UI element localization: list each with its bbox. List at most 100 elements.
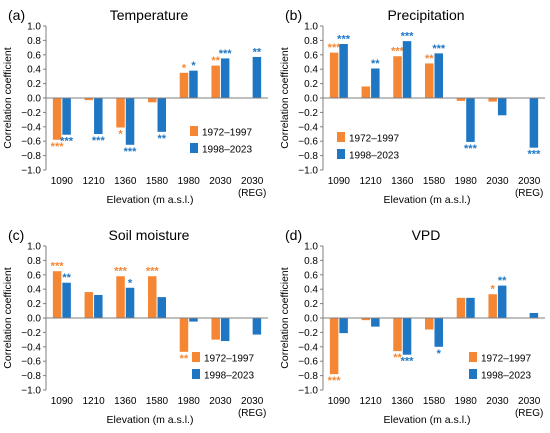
significance-label: *** xyxy=(401,31,415,43)
legend-swatch xyxy=(469,352,477,362)
y-tick-label: 0.0 xyxy=(27,94,41,105)
x-tick-label: 2030 xyxy=(518,176,541,187)
legend-swatch xyxy=(337,132,345,142)
bar xyxy=(148,276,157,318)
x-tick-label: 1210 xyxy=(359,396,382,407)
x-tick-label: 1090 xyxy=(51,176,74,187)
y-tick-label: 0.8 xyxy=(304,36,318,47)
x-tick-label: 1090 xyxy=(328,176,351,187)
bar xyxy=(94,294,103,318)
y-tick-label: 0.2 xyxy=(27,79,41,90)
y-tick-label: 0.0 xyxy=(27,314,41,325)
bar xyxy=(361,86,371,98)
significance-label: ** xyxy=(62,272,71,284)
chart-title: Precipitation xyxy=(387,7,464,23)
y-tick-label: −1.0 xyxy=(298,166,318,177)
bar xyxy=(488,98,497,102)
y-tick-label: 1.0 xyxy=(27,242,41,253)
significance-label: *** xyxy=(51,141,65,153)
legend-label: 1972–1997 xyxy=(349,134,399,145)
x-axis-label: Elevation (m a.s.l.) xyxy=(107,194,194,206)
bar xyxy=(371,68,380,98)
bar xyxy=(84,292,94,318)
bar xyxy=(425,63,434,98)
x-tick-label: 1360 xyxy=(114,176,137,187)
legend-label: 1998–2023 xyxy=(202,145,252,156)
x-tick-label: 2030 xyxy=(241,396,264,407)
bar xyxy=(329,318,339,375)
bar xyxy=(456,297,466,318)
y-tick-label: 0.4 xyxy=(27,285,41,296)
y-tick-label: 0.2 xyxy=(304,79,318,90)
bar xyxy=(393,318,402,352)
y-tick-label: 0.8 xyxy=(27,36,41,47)
y-tick-label: 0.0 xyxy=(304,314,318,325)
y-tick-label: −0.2 xyxy=(298,108,318,119)
legend-swatch xyxy=(190,126,198,136)
x-tick-label: 2030 xyxy=(486,176,509,187)
panel-label: (a) xyxy=(8,7,25,23)
x-axis-label: Elevation (m a.s.l.) xyxy=(107,414,194,426)
y-tick-label: −1.0 xyxy=(298,386,318,397)
y-tick-label: 1.0 xyxy=(27,22,41,33)
significance-label: * xyxy=(118,129,123,141)
significance-label: ** xyxy=(498,275,507,287)
bar xyxy=(402,318,412,355)
y-tick-label: −0.2 xyxy=(298,328,318,339)
legend-swatch xyxy=(192,352,200,362)
y-tick-label: 0.8 xyxy=(304,256,318,267)
chart-panel-4: (d) VPD 1.0 0.8 0.6 0.4 0.2 0.0 −0.2 −0.4 −0.6 −0.8… xyxy=(279,227,545,426)
significance-label: *** xyxy=(527,149,541,161)
y-tick-label: −0.6 xyxy=(21,137,41,148)
significance-label: *** xyxy=(92,135,106,147)
y-axis-label: Correlation coefficient xyxy=(2,267,14,368)
legend-swatch xyxy=(469,369,477,379)
legend-label: 1998–2023 xyxy=(349,151,399,162)
x-tick-label: 1360 xyxy=(391,396,414,407)
x-tick-sublabel: (REG) xyxy=(238,408,266,419)
bar xyxy=(497,285,507,318)
y-tick-label: −1.0 xyxy=(21,386,41,397)
significance-label: *** xyxy=(124,146,138,158)
bar xyxy=(211,318,220,340)
legend-label: 1972–1997 xyxy=(202,128,252,139)
panel-label: (b) xyxy=(285,7,302,23)
significance-label: *** xyxy=(51,261,65,273)
legend-swatch xyxy=(190,143,198,153)
chart-title: Temperature xyxy=(110,7,189,23)
y-tick-label: −0.4 xyxy=(21,122,41,133)
x-tick-sublabel: (REG) xyxy=(238,188,266,199)
x-tick-label: 1090 xyxy=(51,396,74,407)
legend: 1972–1997 1998–2023 xyxy=(192,352,254,382)
significance-label: *** xyxy=(328,42,342,54)
significance-label: *** xyxy=(432,43,446,55)
y-tick-label: −0.6 xyxy=(298,357,318,368)
y-tick-label: 0.6 xyxy=(304,270,318,281)
bar xyxy=(434,318,443,347)
bar xyxy=(393,56,402,98)
x-tick-label: 1360 xyxy=(114,396,137,407)
y-tick-label: 0.4 xyxy=(304,285,318,296)
x-tick-label: 1980 xyxy=(455,396,478,407)
bar xyxy=(361,318,371,321)
x-axis-label: Elevation (m a.s.l.) xyxy=(384,194,471,206)
bar xyxy=(529,312,539,318)
significance-label: *** xyxy=(146,266,160,278)
significance-label: *** xyxy=(391,46,405,58)
x-tick-label: 2030 xyxy=(486,396,509,407)
bar xyxy=(329,52,339,98)
bar xyxy=(466,297,475,318)
significance-label: *** xyxy=(60,136,74,148)
legend: 1972–1997 1998–2023 xyxy=(469,352,531,382)
bar xyxy=(456,98,466,101)
bar xyxy=(116,276,125,318)
y-tick-label: −0.6 xyxy=(21,357,41,368)
y-axis-label: Correlation coefficient xyxy=(279,47,291,148)
significance-label: * xyxy=(128,277,133,289)
bar xyxy=(252,56,262,98)
y-tick-label: −0.4 xyxy=(21,342,41,353)
chart-panel-1: (a) Temperature 1.0 0.8 0.6 0.4 0.2 0.0 −0.2 −0.4… xyxy=(2,7,268,206)
bar xyxy=(94,98,103,134)
y-tick-label: 0.8 xyxy=(27,256,41,267)
legend-label: 1998–2023 xyxy=(481,371,531,382)
